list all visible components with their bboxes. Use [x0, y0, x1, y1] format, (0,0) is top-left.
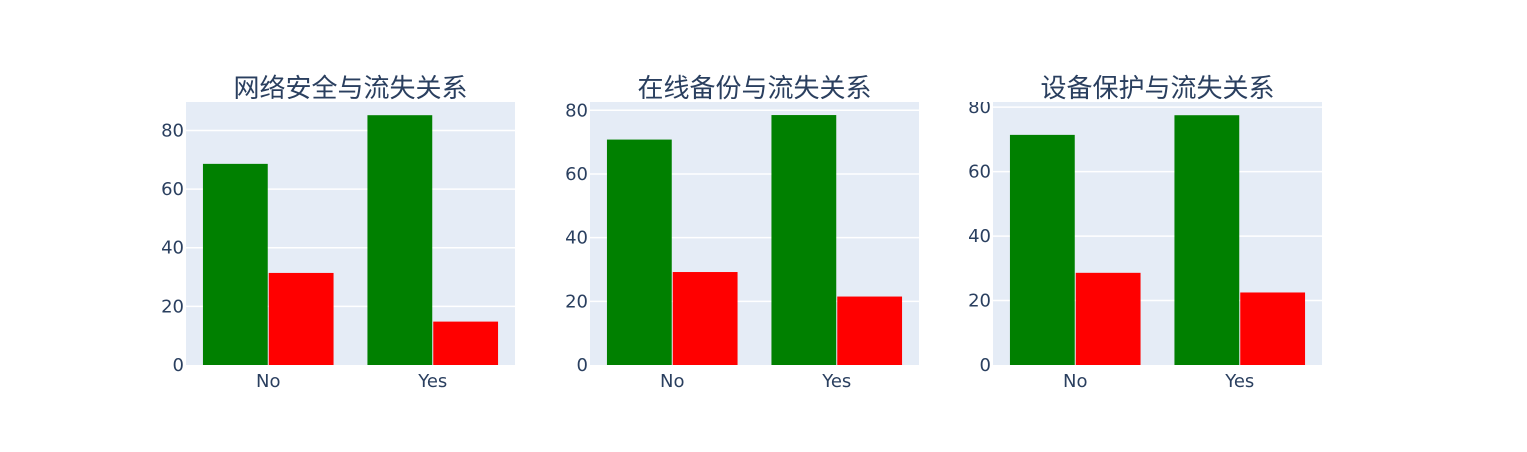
subplot-online-backup: 在线备份与流失关系 0 20 40 60 80 No Yes: [550, 42, 919, 405]
y-tick-label: 40: [161, 238, 184, 259]
bar-series-1-no: [606, 139, 672, 365]
chart-svg: 0 20 40 60 80 No Yes: [968, 102, 1322, 392]
chart-title: 设备保护与流失关系: [1040, 74, 1275, 104]
y-tick-label: 80: [968, 102, 991, 118]
x-tick-label: Yes: [821, 371, 851, 392]
bar-series-2-yes: [837, 296, 903, 365]
y-tick-label: 0: [173, 355, 184, 376]
y-tick-label: 40: [565, 228, 588, 249]
y-tick-label: 0: [577, 355, 588, 376]
y-tick-label: 40: [968, 226, 991, 247]
y-tick-label: 60: [565, 164, 588, 185]
bar-series-2-no: [1075, 272, 1141, 365]
bar-series-2-no: [672, 272, 738, 365]
y-tick-label: 20: [565, 291, 588, 312]
bar-series-2-yes: [433, 321, 499, 365]
y-tick-label: 0: [980, 355, 991, 376]
chart-svg: 0 20 40 60 80 No Yes: [161, 102, 515, 392]
y-tick-label: 60: [968, 162, 991, 183]
chart-svg: 0 20 40 60 80 No Yes: [565, 102, 919, 392]
y-tick-label: 20: [968, 291, 991, 312]
y-tick-label: 80: [161, 120, 184, 141]
x-tick-label: Yes: [417, 371, 447, 392]
bar-series-1-yes: [771, 115, 837, 366]
chart-title: 在线备份与流失关系: [637, 74, 872, 104]
x-tick-label: No: [660, 371, 684, 392]
subplot-online-security: 网络安全与流失关系 0 20 40 60 80 No Yes: [146, 42, 515, 405]
bar-series-2-no: [268, 272, 334, 365]
chart-title: 网络安全与流失关系: [233, 74, 468, 104]
y-tick-label: 80: [565, 102, 588, 121]
y-tick-label: 60: [161, 179, 184, 200]
x-tick-label: Yes: [1224, 371, 1254, 392]
bar-series-1-yes: [367, 115, 433, 366]
bar-series-2-yes: [1240, 292, 1306, 365]
subplot-device-protection: 设备保护与流失关系 0 20 40 60 80 No Yes: [953, 42, 1322, 405]
bar-series-1-no: [1009, 134, 1075, 365]
bar-series-1-yes: [1174, 115, 1240, 365]
x-tick-label: No: [1063, 371, 1087, 392]
y-tick-label: 20: [161, 296, 184, 317]
x-tick-label: No: [256, 371, 280, 392]
bar-series-1-no: [202, 163, 268, 365]
